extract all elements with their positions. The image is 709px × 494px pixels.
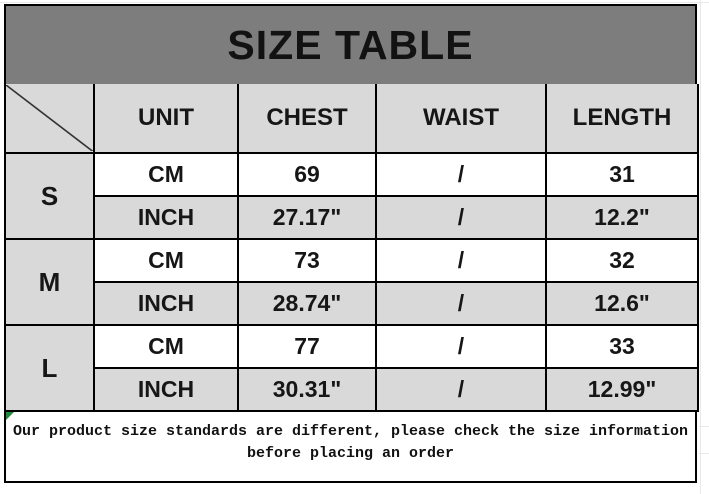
note-line: Our product size standards are different… <box>12 423 689 440</box>
size-chart: SIZE TABLE UNIT CHEST <box>4 4 699 483</box>
length-cell: 33 <box>545 324 699 369</box>
cell-error-flag-icon <box>6 412 14 420</box>
length-cell: 12.99" <box>545 367 699 412</box>
chest-cell: 77 <box>237 324 377 369</box>
header-row: UNIT CHEST WAIST LENGTH <box>4 84 699 154</box>
unit-cell: INCH <box>93 281 239 326</box>
waist-cell: / <box>375 281 547 326</box>
table-row: M CM 73 / 32 <box>4 238 699 326</box>
length-cell: 32 <box>545 238 699 283</box>
waist-cell: / <box>375 152 547 197</box>
size-table-title: SIZE TABLE <box>4 4 697 84</box>
col-header-length: LENGTH <box>545 84 699 154</box>
table-row: INCH 28.74" / 12.6" <box>5 281 699 326</box>
size-cell-l: L <box>4 324 95 412</box>
table-row: L CM 77 / 33 <box>4 324 699 412</box>
unit-cell: INCH <box>93 367 239 412</box>
chest-cell: 27.17" <box>237 195 377 240</box>
length-cell: 12.2" <box>545 195 699 240</box>
title-text: SIZE TABLE <box>227 21 474 68</box>
length-cell: 12.6" <box>545 281 699 326</box>
sheet-gridline <box>0 2 709 3</box>
table-row: INCH 30.31" / 12.99" <box>5 367 699 412</box>
sheet-gridline <box>700 0 701 494</box>
col-header-chest: CHEST <box>237 84 377 154</box>
col-header-waist: WAIST <box>375 84 547 154</box>
sheet-gridline <box>699 453 709 454</box>
waist-cell: / <box>375 195 547 240</box>
table-row: INCH 27.17" / 12.2" <box>5 195 699 240</box>
diagonal-line-icon <box>7 84 92 151</box>
length-cell: 31 <box>545 152 699 197</box>
unit-cell: CM <box>93 324 239 369</box>
chest-cell: 30.31" <box>237 367 377 412</box>
size-table: UNIT CHEST WAIST LENGTH S CM 69 / 31 INC… <box>4 84 699 412</box>
chest-cell: 73 <box>237 238 377 283</box>
diagonal-header-cell <box>4 84 95 154</box>
chest-cell: 28.74" <box>237 281 377 326</box>
waist-cell: / <box>375 324 547 369</box>
size-note: Our product size standards are different… <box>4 412 697 483</box>
unit-cell: CM <box>93 152 239 197</box>
unit-cell: INCH <box>93 195 239 240</box>
waist-cell: / <box>375 367 547 412</box>
unit-cell: CM <box>93 238 239 283</box>
sheet-gridline <box>699 426 709 427</box>
chest-cell: 69 <box>237 152 377 197</box>
size-cell-s: S <box>4 152 95 240</box>
size-cell-m: M <box>4 238 95 326</box>
note-line: before placing an order <box>246 445 455 462</box>
table-row: S CM 69 / 31 <box>4 152 699 240</box>
waist-cell: / <box>375 238 547 283</box>
col-header-unit: UNIT <box>93 84 239 154</box>
